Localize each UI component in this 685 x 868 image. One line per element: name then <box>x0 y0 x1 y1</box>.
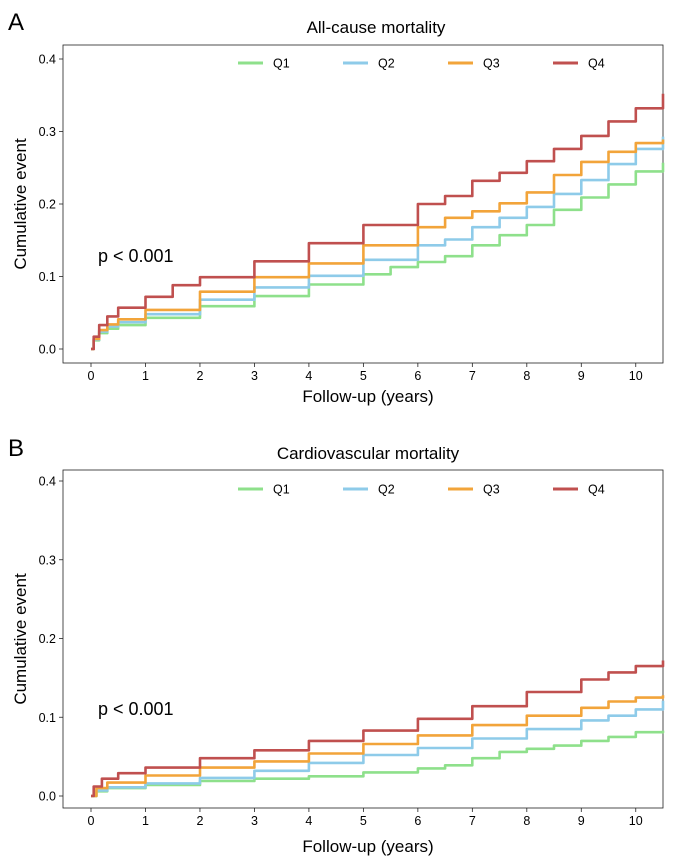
panel-b-legend-label-q1: Q1 <box>273 483 290 497</box>
panel-b-y-tick-label: 0.1 <box>39 711 56 725</box>
panel-b-x-tick-label: 5 <box>360 814 367 828</box>
panel-b-letter: B <box>8 435 24 462</box>
panel-a-title: All-cause mortality <box>307 18 446 37</box>
panel-b-x-tick-label: 0 <box>88 814 95 828</box>
panel-b: B Cardiovascular mortality Q1 Q2 Q3 Q4 0 1 2 3… <box>8 435 665 856</box>
panel-a-x-tick-label: 0 <box>88 369 95 383</box>
panel-b-y-axis-label: Cumulative event <box>11 573 30 705</box>
panel-b-p-value: p < 0.001 <box>98 699 174 719</box>
panel-a-x-tick-label: 2 <box>196 369 203 383</box>
panel-b-y-tick-label: 0.0 <box>39 790 56 804</box>
panel-a-legend-label-q1: Q1 <box>273 57 290 71</box>
panel-a-y-tick-label: 0.3 <box>39 125 56 139</box>
panel-b-y-tick-label: 0.4 <box>39 475 56 489</box>
panel-a-x-tick-label: 8 <box>523 369 530 383</box>
panel-b-x-tick-label: 1 <box>142 814 149 828</box>
panel-b-legend: Q1 Q2 Q3 Q4 <box>238 483 605 497</box>
panel-b-x-tick-label: 9 <box>578 814 585 828</box>
panel-b-curve-q4 <box>91 660 665 798</box>
panel-a-p-value: p < 0.001 <box>98 246 174 266</box>
panel-a-x-tick-label: 4 <box>305 369 312 383</box>
panel-a-y-tick-label: 0.2 <box>39 198 56 212</box>
panel-b-legend-label-q2: Q2 <box>378 483 395 497</box>
panel-b-y-tick-label: 0.3 <box>39 553 56 567</box>
panel-a-curves <box>91 93 665 351</box>
panel-a-x-tick-label: 7 <box>469 369 476 383</box>
panel-a-x-tick-label: 3 <box>251 369 258 383</box>
panel-a-curve-q4 <box>91 93 665 351</box>
panel-b-title: Cardiovascular mortality <box>277 444 460 463</box>
panel-b-axis-ticks: 0 1 2 3 4 5 6 7 8 9 10 0.0 0.1 0.2 0.3 0.4 <box>39 475 643 829</box>
panel-a-curve-q2 <box>91 136 665 351</box>
panel-b-curve-q2 <box>91 700 665 798</box>
panel-a-x-tick-label: 10 <box>629 369 643 383</box>
panel-b-x-tick-label: 6 <box>414 814 421 828</box>
panel-a-x-tick-label: 9 <box>578 369 585 383</box>
panel-b-x-tick-label: 8 <box>523 814 530 828</box>
panel-a-legend-label-q2: Q2 <box>378 57 395 71</box>
panel-b-x-tick-label: 3 <box>251 814 258 828</box>
panel-b-y-tick-label: 0.2 <box>39 632 56 646</box>
panel-a-axis-ticks: 0 1 2 3 4 5 6 7 8 9 10 0.0 0.1 0.2 0.3 0.4 <box>39 53 643 384</box>
panel-a-y-tick-label: 0.0 <box>39 343 56 357</box>
panel-a-x-tick-label: 6 <box>414 369 421 383</box>
panel-a-x-axis-label: Follow-up (years) <box>302 387 433 406</box>
panel-b-x-tick-label: 4 <box>305 814 312 828</box>
panel-a: A All-cause mortality Q1 Q2 Q3 Q4 0 1 2 3 4 5 6 7 8… <box>8 9 665 406</box>
panel-a-y-tick-label: 0.1 <box>39 270 56 284</box>
panel-b-x-tick-label: 7 <box>469 814 476 828</box>
panel-a-legend: Q1 Q2 Q3 Q4 <box>238 57 605 71</box>
panel-b-curves <box>91 660 665 798</box>
panel-a-x-tick-label: 5 <box>360 369 367 383</box>
panel-a-y-axis-label: Cumulative event <box>11 138 30 270</box>
panel-a-x-tick-label: 1 <box>142 369 149 383</box>
panel-a-legend-label-q3: Q3 <box>483 57 500 71</box>
panel-b-curve-q1 <box>91 730 665 798</box>
panel-b-legend-label-q3: Q3 <box>483 483 500 497</box>
panel-b-legend-label-q4: Q4 <box>588 483 605 497</box>
panel-b-x-tick-label: 10 <box>629 814 643 828</box>
panel-a-legend-label-q4: Q4 <box>588 57 605 71</box>
panel-a-curve-q1 <box>91 162 665 351</box>
panel-a-letter: A <box>8 9 24 36</box>
panel-b-curve-q3 <box>91 695 665 798</box>
panel-a-curve-q3 <box>91 139 665 351</box>
panel-b-x-tick-label: 2 <box>196 814 203 828</box>
panel-b-x-axis-label: Follow-up (years) <box>302 837 433 856</box>
panel-a-y-tick-label: 0.4 <box>39 53 56 67</box>
